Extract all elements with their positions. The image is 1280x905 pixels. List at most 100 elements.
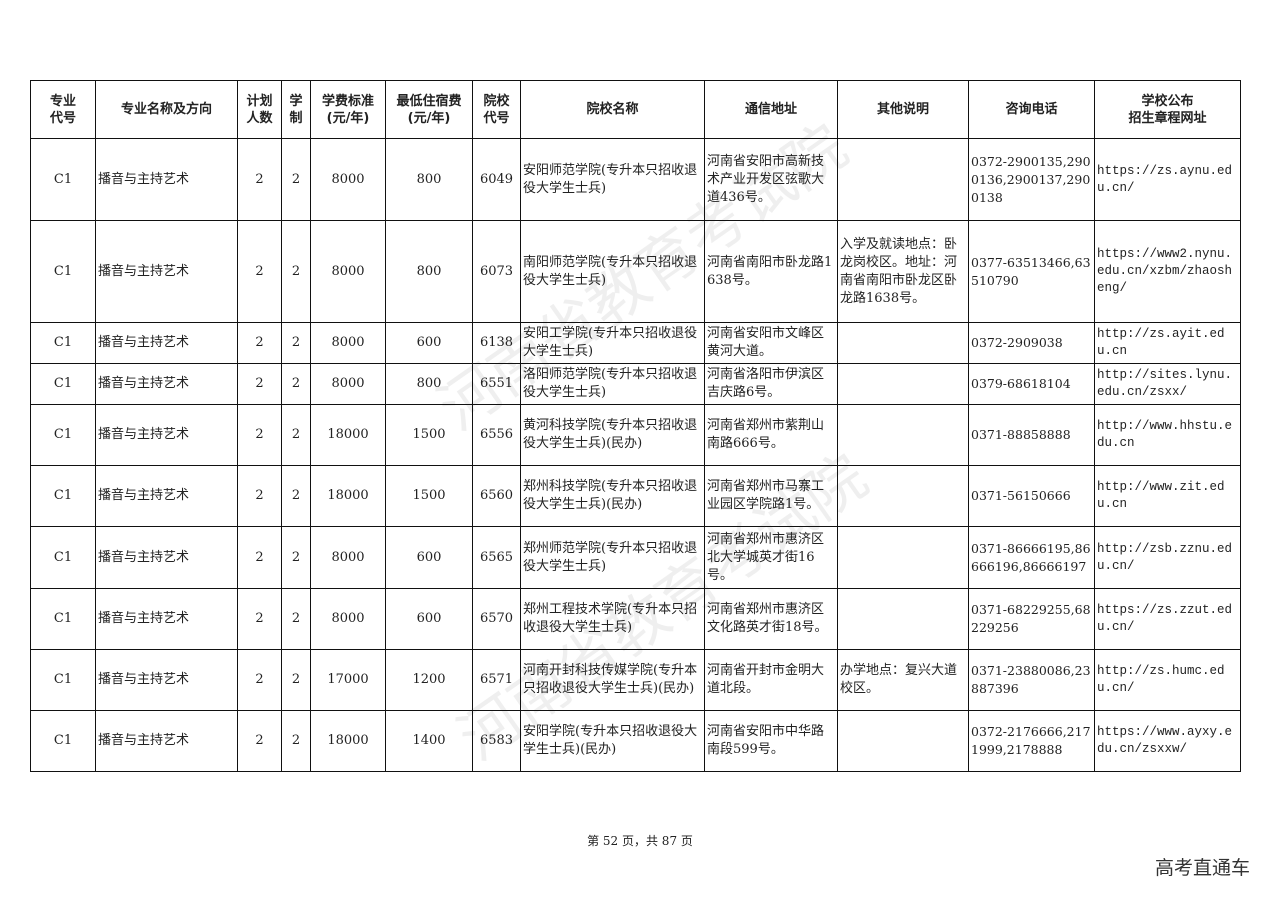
school-name-cell: 安阳工学院(专升本只招收退役大学生士兵): [520, 322, 705, 364]
notes-cell: [837, 363, 969, 405]
address-cell: 河南省郑州市紫荆山南路666号。: [704, 404, 838, 466]
table-row: C1 播音与主持艺术 2 2 8000 600 6138 安阳工学院(专升本只招收退役大学生士…: [30, 322, 1241, 364]
phone-cell: 0371-56150666: [968, 465, 1095, 527]
school-code-cell: 6556: [472, 404, 521, 466]
tuition-cell: 8000: [310, 138, 386, 221]
school-name-cell: 郑州科技学院(专升本只招收退役大学生士兵)(民办): [520, 465, 705, 527]
column-header-notes: 其他说明: [837, 80, 969, 139]
address-cell: 河南省安阳市文峰区黄河大道。: [704, 322, 838, 364]
notes-cell: [837, 404, 969, 466]
table-row: C1 播音与主持艺术 2 2 8000 600 6570 郑州工程技术学院(专升本只招收退役大…: [30, 588, 1241, 650]
duration-cell: 2: [281, 220, 311, 323]
min-dorm-fee-cell: 600: [385, 526, 473, 589]
plan-count-cell: 2: [237, 363, 282, 405]
phone-cell: 0372-2909038: [968, 322, 1095, 364]
plan-count-cell: 2: [237, 465, 282, 527]
table-row: C1 播音与主持艺术 2 2 8000 800 6073 南阳师范学院(专升本只招收退役大学生…: [30, 220, 1241, 323]
column-header-phone: 咨询电话: [968, 80, 1095, 139]
admission-url-cell[interactable]: http://www.zit.edu.cn: [1094, 465, 1241, 527]
min-dorm-fee-cell: 1400: [385, 710, 473, 772]
admission-url-cell[interactable]: https://www2.nynu.edu.cn/xzbm/zhaosheng/: [1094, 220, 1241, 323]
address-cell: 河南省开封市金明大道北段。: [704, 649, 838, 711]
table-row: C1 播音与主持艺术 2 2 8000 800 6049 安阳师范学院(专升本只招收退役大学生…: [30, 138, 1241, 221]
notes-cell: [837, 710, 969, 772]
column-header-plan-count: 计划 人数: [237, 80, 282, 139]
header-row: 专业 代号 专业名称及方向 计划 人数学制学费标准 (元/年) 最低住宿费 (元/年) 院校 代号…: [30, 80, 1241, 139]
duration-cell: 2: [281, 588, 311, 650]
admission-url-cell[interactable]: http://www.hhstu.edu.cn: [1094, 404, 1241, 466]
column-header-admission-url: 学校公布 招生章程网址: [1094, 80, 1241, 139]
table-row: C1 播音与主持艺术 2 2 8000 600 6565 郑州师范学院(专升本只招收退役大学生…: [30, 526, 1241, 589]
admissions-table: 专业 代号 专业名称及方向 计划 人数学制学费标准 (元/年) 最低住宿费 (元/年) 院校 代号…: [30, 80, 1241, 772]
duration-cell: 2: [281, 526, 311, 589]
brand-logo-text: 高考直通车: [1154, 857, 1250, 879]
plan-count-cell: 2: [237, 138, 282, 221]
admission-url-cell[interactable]: http://zs.humc.edu.cn/: [1094, 649, 1241, 711]
tuition-cell: 18000: [310, 465, 386, 527]
major-name-cell: 播音与主持艺术: [95, 526, 238, 589]
phone-cell: 0371-68229255,68229256: [968, 588, 1095, 650]
major-name-cell: 播音与主持艺术: [95, 404, 238, 466]
min-dorm-fee-cell: 800: [385, 363, 473, 405]
major-name-cell: 播音与主持艺术: [95, 138, 238, 221]
notes-cell: 办学地点：复兴大道校区。: [837, 649, 969, 711]
tuition-cell: 8000: [310, 363, 386, 405]
admission-url-cell[interactable]: http://sites.lynu.edu.cn/zsxx/: [1094, 363, 1241, 405]
column-header-school-name: 院校名称: [520, 80, 705, 139]
admission-url-cell[interactable]: http://zsb.zznu.edu.cn/: [1094, 526, 1241, 589]
school-code-cell: 6551: [472, 363, 521, 405]
min-dorm-fee-cell: 1500: [385, 465, 473, 527]
phone-cell: 0377-63513466,63510790: [968, 220, 1095, 323]
admission-url-cell[interactable]: https://zs.zzut.edu.cn/: [1094, 588, 1241, 650]
plan-count-cell: 2: [237, 710, 282, 772]
plan-count-cell: 2: [237, 404, 282, 466]
major-code-cell: C1: [30, 710, 96, 772]
major-code-cell: C1: [30, 404, 96, 466]
duration-cell: 2: [281, 404, 311, 466]
major-code-cell: C1: [30, 526, 96, 589]
column-header-address: 通信地址: [704, 80, 838, 139]
duration-cell: 2: [281, 322, 311, 364]
admission-url-cell[interactable]: https://zs.aynu.edu.cn/: [1094, 138, 1241, 221]
major-code-cell: C1: [30, 220, 96, 323]
min-dorm-fee-cell: 600: [385, 322, 473, 364]
phone-cell: 0379-68618104: [968, 363, 1095, 405]
duration-cell: 2: [281, 649, 311, 711]
school-name-cell: 安阳师范学院(专升本只招收退役大学生士兵): [520, 138, 705, 221]
column-header-major-name: 专业名称及方向: [95, 80, 238, 139]
min-dorm-fee-cell: 800: [385, 220, 473, 323]
major-code-cell: C1: [30, 138, 96, 221]
school-code-cell: 6571: [472, 649, 521, 711]
column-header-major-code: 专业 代号: [30, 80, 96, 139]
tuition-cell: 8000: [310, 526, 386, 589]
major-name-cell: 播音与主持艺术: [95, 220, 238, 323]
school-name-cell: 郑州师范学院(专升本只招收退役大学生士兵): [520, 526, 705, 589]
admission-url-cell[interactable]: http://zs.ayit.edu.cn: [1094, 322, 1241, 364]
plan-count-cell: 2: [237, 322, 282, 364]
phone-cell: 0371-23880086,23887396: [968, 649, 1095, 711]
major-name-cell: 播音与主持艺术: [95, 363, 238, 405]
table-row: C1 播音与主持艺术 2 2 17000 1200 6571 河南开封科技传媒学院(专升本只招…: [30, 649, 1241, 711]
min-dorm-fee-cell: 1500: [385, 404, 473, 466]
phone-cell: 0372-2176666,2171999,2178888: [968, 710, 1095, 772]
phone-cell: 0372-2900135,2900136,2900137,2900138: [968, 138, 1095, 221]
major-name-cell: 播音与主持艺术: [95, 465, 238, 527]
major-code-cell: C1: [30, 588, 96, 650]
plan-count-cell: 2: [237, 649, 282, 711]
school-code-cell: 6570: [472, 588, 521, 650]
notes-cell: [837, 588, 969, 650]
plan-count-cell: 2: [237, 220, 282, 323]
phone-cell: 0371-88858888: [968, 404, 1095, 466]
school-name-cell: 安阳学院(专升本只招收退役大学生士兵)(民办): [520, 710, 705, 772]
notes-cell: [837, 322, 969, 364]
min-dorm-fee-cell: 800: [385, 138, 473, 221]
school-code-cell: 6583: [472, 710, 521, 772]
notes-cell: [837, 138, 969, 221]
school-name-cell: 南阳师范学院(专升本只招收退役大学生士兵): [520, 220, 705, 323]
plan-count-cell: 2: [237, 588, 282, 650]
table-row: C1 播音与主持艺术 2 2 18000 1500 6560 郑州科技学院(专升本只招收退役大…: [30, 465, 1241, 527]
admission-url-cell[interactable]: https://www.ayxy.edu.cn/zsxxw/: [1094, 710, 1241, 772]
plan-count-cell: 2: [237, 526, 282, 589]
tuition-cell: 18000: [310, 710, 386, 772]
table-row: C1 播音与主持艺术 2 2 18000 1500 6556 黄河科技学院(专升本只招收退役大…: [30, 404, 1241, 466]
